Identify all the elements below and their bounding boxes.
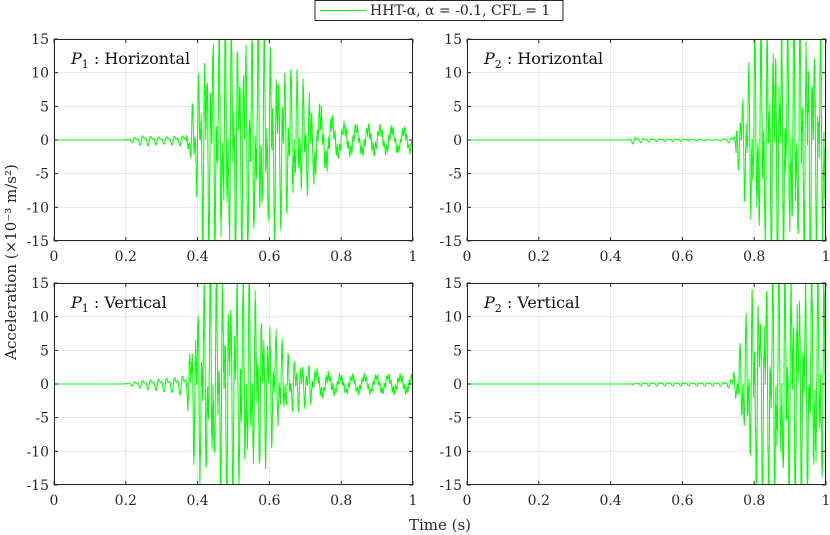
x-tick-label: 0.8 — [330, 249, 352, 265]
series-line — [467, 39, 826, 241]
y-axis-label: Acceleration (×10⁻³ m/s²) — [2, 164, 20, 361]
panel-p2-vertical: 0 0.2 0.4 0.6 0.8 1 15 10 5 0 -5 -10 -15 P2 : Vertica… — [439, 276, 830, 509]
y-tick-label: -10 — [26, 200, 49, 216]
x-tick-label: 0.4 — [186, 493, 208, 509]
y-tick-label: 5 — [453, 343, 462, 359]
x-tick-label: 0 — [50, 493, 59, 509]
x-tick-label: 0 — [463, 493, 472, 509]
y-tick-label: -15 — [439, 234, 462, 250]
panel-title: P2 : Vertical — [483, 293, 580, 315]
y-tick-label: 0 — [40, 377, 49, 393]
y-tick-label: -10 — [439, 200, 462, 216]
y-tick-label: 10 — [31, 66, 49, 82]
x-tick-label: 1 — [409, 249, 418, 265]
y-tick-label: -10 — [26, 444, 49, 460]
series-line — [467, 283, 826, 485]
x-tick-label: 0.2 — [528, 493, 550, 509]
y-tick-label: -10 — [439, 444, 462, 460]
y-tick-label: -15 — [26, 478, 49, 494]
x-tick-label: 1 — [822, 493, 830, 509]
x-tick-label: 0.4 — [599, 249, 621, 265]
x-tick-label: 0.2 — [115, 249, 137, 265]
y-tick-label: 10 — [31, 310, 49, 326]
x-tick-label: 1 — [409, 493, 418, 509]
y-tick-label: -5 — [35, 167, 49, 183]
x-tick-label: 1 — [822, 249, 830, 265]
panel-title: P1 : Vertical — [70, 293, 167, 315]
x-tick-label: 0.4 — [599, 493, 621, 509]
y-tick-label: -5 — [448, 167, 462, 183]
y-tick-label: 0 — [453, 377, 462, 393]
y-tick-label: 5 — [40, 343, 49, 359]
y-tick-label: 0 — [453, 133, 462, 149]
x-tick-label: 0.8 — [743, 249, 765, 265]
y-tick-label: 15 — [31, 276, 49, 292]
series-line — [54, 283, 413, 485]
x-tick-label: 0.2 — [115, 493, 137, 509]
y-tick-label: 15 — [31, 32, 49, 48]
y-tick-label: 10 — [444, 310, 462, 326]
y-tick-label: -5 — [35, 411, 49, 427]
y-tick-label: 5 — [40, 99, 49, 115]
legend: HHT-α, α = -0.1, CFL = 1 — [314, 0, 564, 21]
x-tick-label: 0.6 — [671, 493, 693, 509]
y-tick-label: -5 — [448, 411, 462, 427]
x-tick-label: 0.2 — [528, 249, 550, 265]
y-tick-label: -15 — [26, 234, 49, 250]
x-tick-label: 0.4 — [186, 249, 208, 265]
x-tick-label: 0.6 — [258, 249, 280, 265]
panel-title: P1 : Horizontal — [70, 49, 190, 71]
panel-p2-horizontal: 0 0.2 0.4 0.6 0.8 1 15 10 5 0 -5 -10 -15 P2 : Horizon… — [439, 32, 830, 265]
x-tick-label: 0 — [463, 249, 472, 265]
x-tick-label: 0 — [50, 249, 59, 265]
y-tick-label: 0 — [40, 133, 49, 149]
y-tick-label: 5 — [453, 99, 462, 115]
x-tick-label: 0.6 — [671, 249, 693, 265]
panel-title: P2 : Horizontal — [483, 49, 603, 71]
x-tick-label: 0.8 — [743, 493, 765, 509]
series-line — [54, 39, 413, 241]
y-tick-label: 10 — [444, 66, 462, 82]
y-tick-label: 15 — [444, 276, 462, 292]
x-axis-label: Time (s) — [409, 516, 471, 534]
legend-box — [314, 0, 564, 21]
legend-label: HHT-α, α = -0.1, CFL = 1 — [370, 3, 550, 19]
y-tick-label: -15 — [439, 478, 462, 494]
y-tick-label: 15 — [444, 32, 462, 48]
x-tick-label: 0.8 — [330, 493, 352, 509]
x-tick-label: 0.6 — [258, 493, 280, 509]
panel-p1-horizontal: 0 0.2 0.4 0.6 0.8 1 15 10 5 0 -5 -10 -15 P1 : Horizon… — [26, 32, 418, 265]
panel-p1-vertical: 0 0.2 0.4 0.6 0.8 1 15 10 5 0 -5 -10 -15 P1 : Vertica… — [26, 276, 418, 509]
